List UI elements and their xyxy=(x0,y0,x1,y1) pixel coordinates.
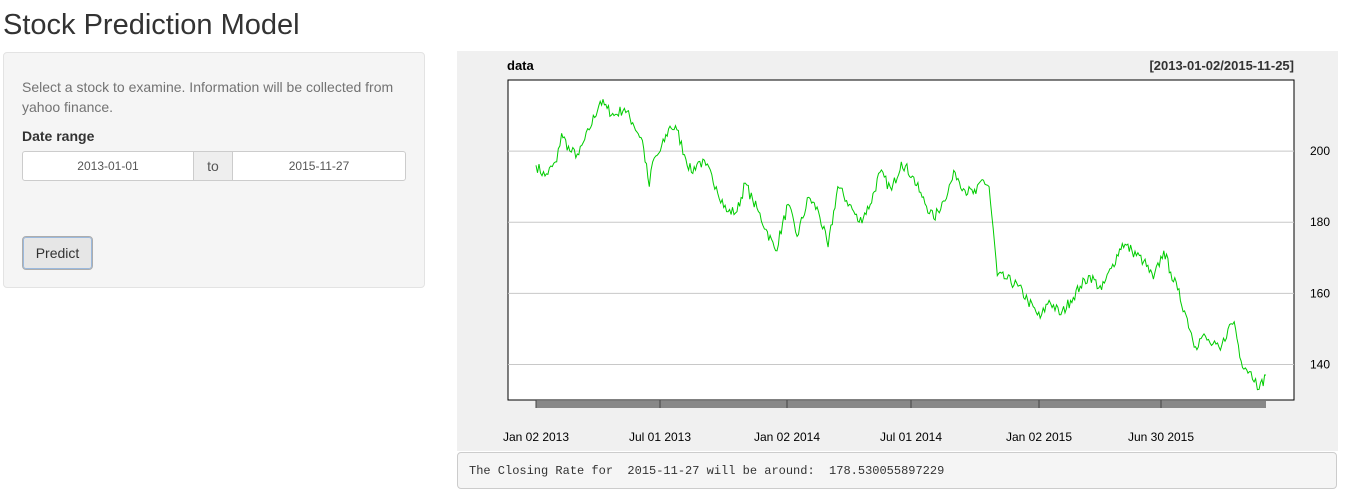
prediction-output: The Closing Rate for 2015-11-27 will be … xyxy=(457,452,1337,489)
x-tick-label: Jul 01 2013 xyxy=(629,430,691,444)
plot-frame xyxy=(507,79,1295,401)
date-range-separator: to xyxy=(194,151,232,181)
predict-button[interactable]: Predict xyxy=(22,236,93,270)
y-tick-label: 160 xyxy=(1310,286,1330,300)
time-range-bar xyxy=(536,401,1266,408)
x-tick-label: Jul 01 2014 xyxy=(880,430,942,444)
chart-title: data xyxy=(507,58,535,73)
chart-date-range: [2013-01-02/2015-11-25] xyxy=(1149,58,1294,73)
y-tick-label: 180 xyxy=(1310,215,1330,229)
x-tick-label: Jan 02 2013 xyxy=(503,430,569,444)
intro-text: Select a stock to examine. Information w… xyxy=(22,79,394,115)
date-range-label: Date range xyxy=(22,128,95,144)
closing-price-line xyxy=(535,99,1267,391)
start-date-input[interactable] xyxy=(22,151,194,181)
x-tick-label: Jun 30 2015 xyxy=(1128,430,1194,444)
x-axis: Jan 02 2013 Jul 01 2013 Jan 02 2014 Jul 01 … xyxy=(503,430,1194,444)
y-axis: 140 160 180 200 xyxy=(1310,144,1330,371)
x-tick-label: Jan 02 2015 xyxy=(1006,430,1072,444)
grid-lines xyxy=(508,150,1294,365)
y-tick-label: 140 xyxy=(1310,357,1330,371)
end-date-input[interactable] xyxy=(232,151,406,181)
page-title: Stock Prediction Model xyxy=(3,9,300,41)
sidebar-panel: Select a stock to examine. Information w… xyxy=(3,52,425,288)
x-axis-tick-marks xyxy=(535,400,1162,408)
stock-chart: 140 160 180 200 Jan 02 2013 Jul 01 2013 Jan 0… xyxy=(457,51,1338,451)
date-range-group: to xyxy=(22,151,406,181)
x-tick-label: Jan 02 2014 xyxy=(754,430,820,444)
y-tick-label: 200 xyxy=(1310,144,1330,158)
